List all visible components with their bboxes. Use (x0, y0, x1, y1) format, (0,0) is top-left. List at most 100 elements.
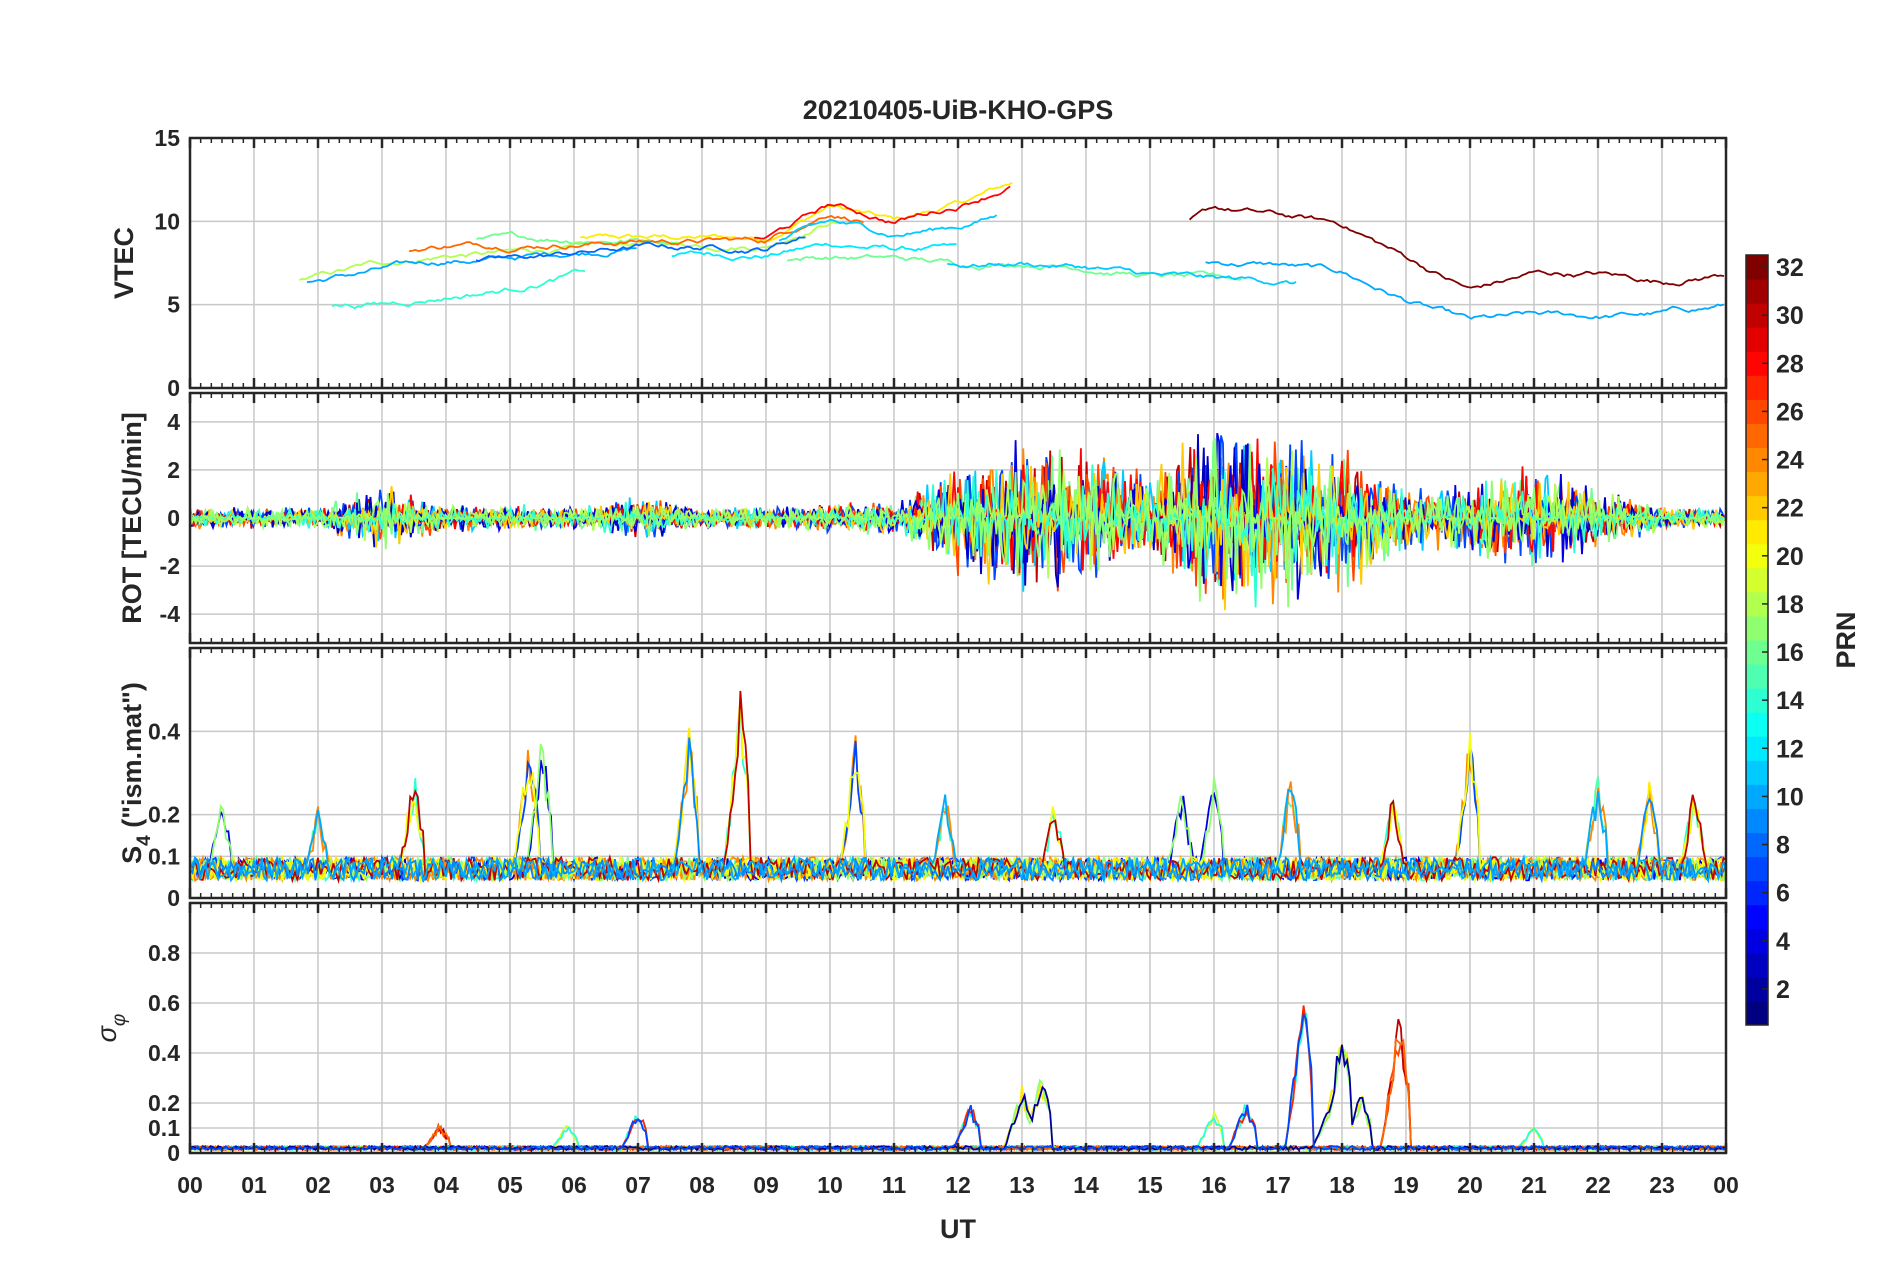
vtec-series-line (787, 253, 1242, 281)
x-tick-label: 22 (1585, 1172, 1611, 1198)
colorbar-segment (1746, 640, 1768, 665)
vtec-series-line (778, 214, 998, 242)
x-tick-label: 00 (1713, 1172, 1739, 1198)
colorbar-title: PRN (1831, 611, 1861, 668)
x-tick-label: 23 (1649, 1172, 1675, 1198)
x-tick-label: 06 (561, 1172, 587, 1198)
x-tick-label: 17 (1265, 1172, 1291, 1198)
x-tick-label: 12 (945, 1172, 971, 1198)
sigma-phi-panel: 00.10.2 0.4 0.6 0.8 (148, 901, 1728, 1166)
colorbar-tick-label: 26 (1776, 398, 1804, 426)
x-tick-label: 05 (497, 1172, 523, 1198)
s4-y-tick-label: 0.1 (148, 843, 180, 869)
sigma-phi-y-tick-label: 0.1 (148, 1115, 180, 1141)
x-tick-label: 21 (1521, 1172, 1547, 1198)
vtec-series-line (408, 215, 864, 254)
s4-series-line (190, 788, 1726, 884)
colorbar-segment (1746, 952, 1768, 978)
colorbar-segment (1746, 591, 1768, 617)
colorbar-segment (1746, 327, 1768, 352)
colorbar-tick-label: 4 (1776, 928, 1790, 956)
colorbar-segment (1746, 976, 1768, 1002)
chart-title: 20210405-UiB-KHO-GPS (803, 95, 1114, 125)
colorbar-segment (1746, 495, 1768, 521)
vtec-series-line (475, 236, 806, 263)
colorbar-segment (1746, 399, 1768, 424)
colorbar-tick-label: 30 (1776, 302, 1804, 330)
colorbar-segment (1746, 303, 1768, 328)
colorbar-segment (1746, 856, 1768, 882)
colorbar-tick-label: 22 (1776, 495, 1804, 523)
sigma-phi-y-tick-label: 0.2 (148, 1090, 180, 1116)
x-tick-label: 13 (1009, 1172, 1035, 1198)
x-tick-label: 10 (817, 1172, 843, 1198)
s4-series-line (190, 690, 1726, 885)
colorbar-segment (1746, 904, 1768, 930)
rot-panel: -4 -2 0 2 4 (160, 391, 1728, 645)
colorbar-tick-label: 20 (1776, 543, 1804, 571)
x-tick-label: 14 (1073, 1172, 1099, 1198)
colorbar-segment (1746, 736, 1768, 761)
vtec-panel: 0 5 10 15 (154, 125, 1728, 401)
vtec-y-tick-label: 0 (167, 375, 180, 401)
rot-series-line (190, 450, 1725, 579)
sigma-phi-y-tick-label: 0.4 (148, 1040, 180, 1066)
x-tick-label: 08 (689, 1172, 715, 1198)
colorbar-segment (1746, 447, 1768, 473)
x-tick-label: 20 (1457, 1172, 1483, 1198)
vtec-series-line (754, 185, 1011, 240)
colorbar-tick-label: 32 (1776, 254, 1804, 282)
vtec-series-line (580, 181, 1013, 243)
sigma-phi-y-tick-label: 0.6 (148, 990, 180, 1016)
vtec-y-tick-label: 10 (154, 208, 180, 234)
colorbar-segment (1746, 712, 1768, 737)
colorbar-frame (1745, 254, 1769, 1026)
rot-axis-title: ROT [TECU/min] (117, 412, 147, 623)
colorbar-tick-label: 16 (1776, 639, 1804, 667)
rot-series-line (190, 438, 1725, 608)
x-tick-label: 04 (433, 1172, 459, 1198)
colorbar-segment (1746, 880, 1768, 906)
vtec-series-line (1188, 205, 1725, 289)
vtec-y-tick-label: 15 (154, 125, 180, 151)
colorbar-segment (1746, 519, 1768, 545)
x-tick-label: 09 (753, 1172, 779, 1198)
x-tick-labels: 00 01 02 03 04 05 06 07 08 09 10 11 12 13 14 15 16 17 18 19… (177, 1172, 1739, 1198)
x-tick-label: 07 (625, 1172, 651, 1198)
x-tick-label: 16 (1201, 1172, 1227, 1198)
colorbar-segment (1746, 760, 1768, 785)
colorbar-tick-label: 24 (1776, 447, 1804, 475)
x-tick-label: 18 (1329, 1172, 1355, 1198)
colorbar-segment (1746, 928, 1768, 954)
rot-y-tick-label: 0 (167, 505, 180, 531)
s4-traces (190, 690, 1726, 885)
panels-group: 051015-4-202400.10.20.400.10.20.40.60.80… (148, 125, 1739, 1198)
colorbar-segment (1746, 784, 1768, 809)
vtec-traces (299, 181, 1725, 320)
rot-traces (190, 432, 1725, 611)
colorbar-segment (1746, 543, 1768, 569)
vtec-series-line (671, 242, 957, 262)
colorbar-segment (1746, 471, 1768, 497)
s4-panel: 0 0.1 0.2 0.4 (148, 646, 1728, 911)
vtec-y-tick-label: 5 (167, 292, 180, 318)
colorbar-segment (1746, 688, 1768, 713)
colorbar-tick-label: 28 (1776, 350, 1804, 378)
x-tick-label: 01 (241, 1172, 267, 1198)
colorbar-tick-label: 18 (1776, 591, 1804, 619)
vtec-series-line (306, 247, 637, 283)
vtec-series-line (1205, 260, 1725, 320)
x-tick-label: 00 (177, 1172, 203, 1198)
s4-y-tick-label: 0.2 (148, 802, 180, 828)
s4-axis-title: S4 ("ism.mat") (117, 682, 155, 864)
colorbar-segment (1746, 351, 1768, 376)
colorbar-segment (1746, 279, 1768, 304)
colorbar-tick-label: 14 (1776, 687, 1804, 715)
x-tick-label: 11 (882, 1172, 907, 1198)
x-tick-label: 03 (369, 1172, 395, 1198)
colorbar-segment (1746, 255, 1768, 280)
x-tick-label: 02 (305, 1172, 331, 1198)
sigma-phi-axis-title: σφ (92, 1014, 130, 1043)
rot-y-tick-label: 4 (167, 409, 180, 435)
